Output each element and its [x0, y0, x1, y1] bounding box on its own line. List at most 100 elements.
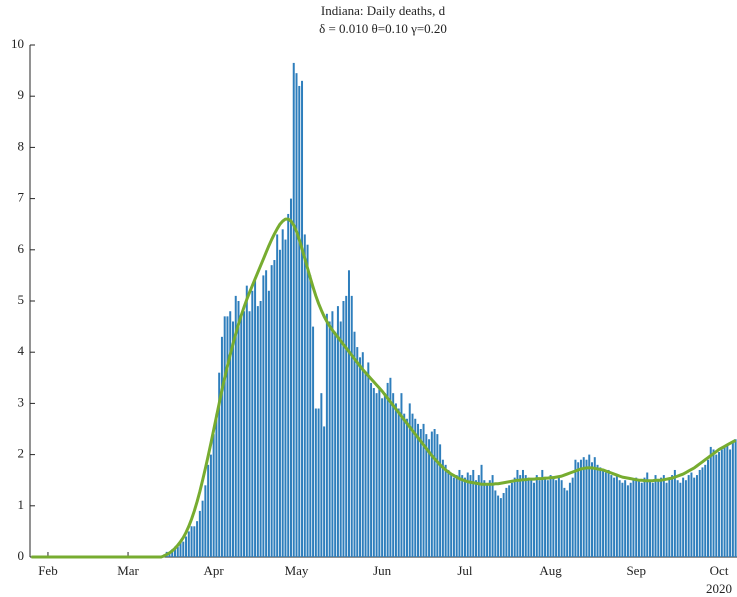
bar	[397, 408, 400, 557]
bar	[690, 472, 693, 557]
y-tick-label: 3	[18, 394, 25, 409]
y-tick-label: 2	[18, 446, 25, 461]
chart-title: Indiana: Daily deaths, d	[321, 3, 446, 18]
bar	[535, 475, 538, 557]
y-tick-label: 0	[18, 548, 25, 563]
bar	[720, 449, 723, 557]
bar	[204, 485, 207, 557]
fit-line	[31, 217, 737, 559]
bar	[394, 403, 397, 557]
bar	[665, 482, 668, 557]
bar	[497, 495, 500, 557]
bar	[345, 295, 348, 557]
bar	[450, 475, 453, 557]
bar	[276, 234, 279, 557]
bar	[251, 290, 254, 557]
bar	[549, 475, 552, 557]
bar	[436, 434, 439, 557]
bar	[182, 541, 185, 557]
bar	[552, 477, 555, 557]
y-tick-label: 4	[18, 343, 25, 358]
bar	[538, 480, 541, 557]
bar	[458, 469, 461, 557]
bar	[610, 475, 613, 557]
bar	[684, 480, 687, 557]
x-tick-label: Jun	[373, 563, 392, 578]
bar	[591, 462, 594, 557]
bar	[375, 393, 378, 557]
bar	[477, 475, 480, 557]
bar	[707, 459, 709, 557]
y-tick-label: 10	[11, 36, 24, 51]
bar	[381, 398, 384, 557]
bar	[718, 452, 721, 557]
bar	[223, 316, 226, 557]
bar	[508, 485, 511, 557]
bar	[425, 434, 428, 557]
bar	[643, 477, 646, 557]
bar	[370, 382, 373, 557]
x-tick-label: Mar	[117, 563, 139, 578]
bar	[331, 311, 334, 557]
bar	[356, 347, 359, 557]
bar	[546, 480, 549, 557]
x-tick-label: Apr	[204, 563, 225, 578]
bar	[179, 541, 182, 557]
bar	[367, 362, 370, 557]
bar	[715, 454, 718, 557]
bar	[187, 531, 190, 557]
bar	[419, 429, 422, 557]
bar	[328, 321, 331, 557]
bar	[243, 311, 246, 557]
bar	[439, 444, 442, 557]
bar	[403, 413, 406, 557]
bar	[428, 439, 431, 557]
bar	[555, 480, 558, 557]
bar	[281, 229, 284, 557]
bar	[320, 393, 323, 557]
bar	[676, 480, 679, 557]
y-tick-label: 1	[18, 497, 25, 512]
bar	[521, 469, 524, 557]
bar	[651, 482, 654, 557]
bar	[414, 418, 417, 557]
bar	[353, 331, 356, 557]
bar	[604, 472, 607, 557]
bar	[444, 464, 447, 557]
bar	[519, 475, 522, 557]
bar	[566, 490, 569, 557]
bar	[533, 482, 536, 557]
bar	[452, 477, 455, 557]
x-tick-label: Oct	[710, 563, 729, 578]
bar	[259, 301, 262, 557]
bar	[560, 480, 563, 557]
bar	[372, 388, 375, 557]
bar	[585, 459, 588, 557]
bar	[237, 301, 240, 557]
x-tick-label: Sep	[626, 563, 646, 578]
bar	[417, 423, 420, 557]
y-tick-label: 6	[18, 241, 25, 256]
bar	[660, 477, 663, 557]
bar	[361, 352, 364, 557]
bar	[400, 393, 403, 557]
bar	[635, 477, 638, 557]
bar	[267, 290, 270, 557]
bar	[602, 469, 605, 557]
bar	[270, 265, 273, 557]
bar	[607, 469, 610, 557]
bar	[298, 85, 301, 558]
bar	[215, 413, 218, 557]
bar	[544, 477, 547, 557]
bar	[389, 377, 392, 557]
bar	[336, 306, 339, 557]
bar	[226, 316, 229, 557]
bar	[472, 469, 475, 557]
bar	[657, 480, 660, 557]
bar	[632, 480, 635, 557]
bar	[486, 485, 489, 557]
bar	[596, 464, 599, 557]
bar	[309, 275, 312, 557]
bar	[342, 301, 345, 557]
chart-subtitle: δ = 0.010 θ=0.10 γ=0.20	[319, 21, 447, 36]
